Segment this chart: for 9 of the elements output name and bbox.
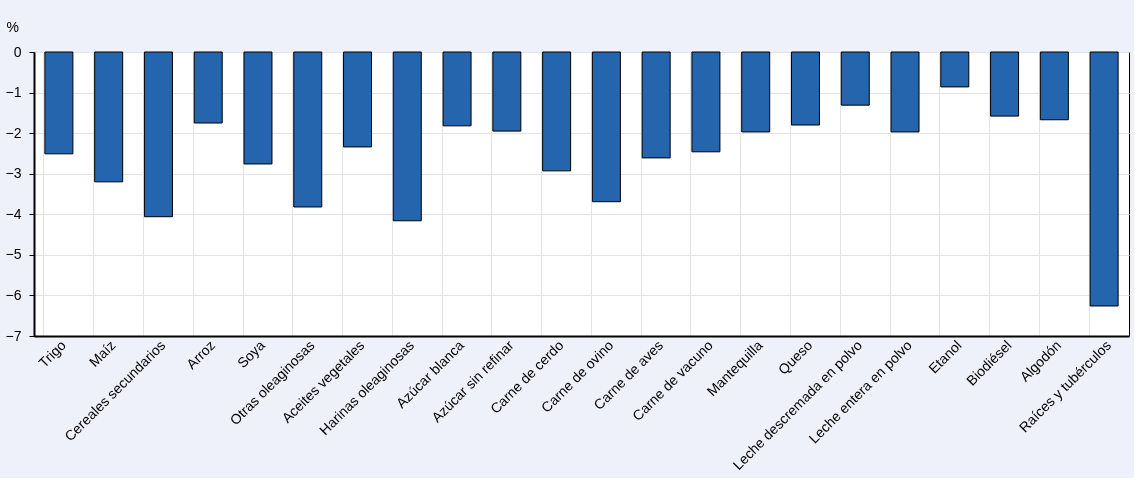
y-tick-label: −1 <box>5 84 22 101</box>
y-tick-label: −4 <box>5 205 22 222</box>
y-tick-label: −7 <box>5 327 22 344</box>
y-tick-label: −6 <box>5 286 22 303</box>
y-tick-label: 0 <box>13 43 22 60</box>
y-tick-label: −5 <box>5 246 22 263</box>
y-axis-title: % <box>6 18 19 35</box>
y-tick-label: −2 <box>5 124 22 141</box>
y-tick-label: −3 <box>5 165 22 182</box>
